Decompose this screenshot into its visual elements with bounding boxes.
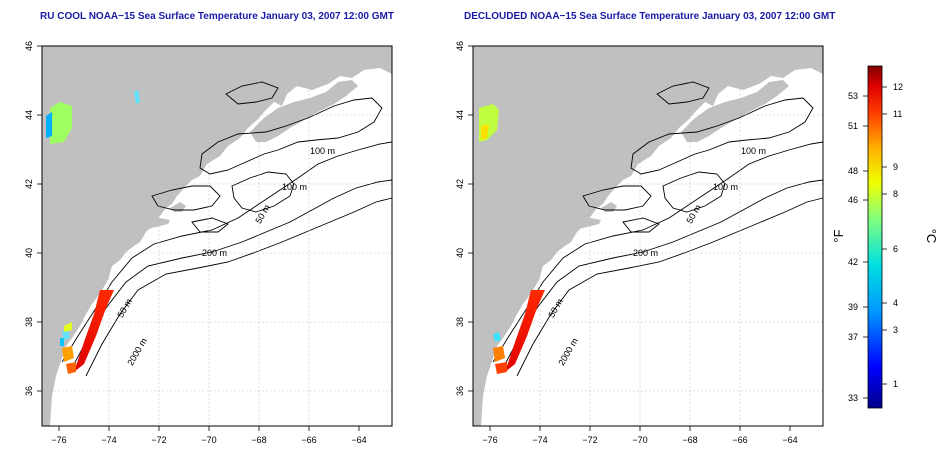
y-tick-label: 40 [455, 248, 465, 258]
y-tick-label: 42 [455, 179, 465, 189]
left-map-panel: 100 m 100 m 50 m 200 m 50 m 2000 m −76 −… [24, 41, 393, 445]
y-tick-label: 42 [24, 179, 34, 189]
celsius-tick: 3 [893, 325, 898, 335]
x-tick-label: −64 [351, 435, 366, 445]
x-tick-label: −66 [301, 435, 316, 445]
x-tick-label: −74 [532, 435, 547, 445]
y-tick-label: 38 [24, 317, 34, 327]
right-map-panel: 100 m 100 m 50 m 200 m 50 m 2000 m −76 −… [455, 41, 824, 445]
x-tick-label: −72 [151, 435, 166, 445]
x-tick-label: −68 [682, 435, 697, 445]
contour-label-100a: 100 m [741, 146, 766, 156]
fahrenheit-axis-label: °F [831, 229, 846, 242]
y-tick-label: 40 [24, 248, 34, 258]
x-tick-label: −70 [632, 435, 647, 445]
celsius-axis-label: °C [924, 229, 939, 244]
left-sst-swath [74, 290, 114, 372]
celsius-tick: 1 [893, 379, 898, 389]
fahrenheit-tick: 48 [848, 166, 858, 176]
y-tick-label: 38 [455, 317, 465, 327]
contour-label-200: 200 m [202, 248, 227, 258]
y-tick-label: 36 [455, 386, 465, 396]
y-tick-label: 46 [455, 41, 465, 51]
y-tick-label: 44 [24, 110, 34, 120]
fahrenheit-tick: 42 [848, 257, 858, 267]
contour-label-100a: 100 m [310, 146, 335, 156]
x-tick-label: −74 [101, 435, 116, 445]
temperature-colorbar: 53 51 48 46 42 39 37 33 12 11 9 8 6 4 3 … [831, 65, 939, 409]
fahrenheit-tick: 39 [848, 302, 858, 312]
celsius-tick: 4 [893, 298, 898, 308]
y-tick-label: 36 [24, 386, 34, 396]
x-tick-label: −76 [482, 435, 497, 445]
fahrenheit-tick: 51 [848, 121, 858, 131]
x-tick-label: −64 [782, 435, 797, 445]
x-tick-label: −66 [732, 435, 747, 445]
left-sst-patch-north [50, 102, 72, 144]
x-tick-label: −76 [51, 435, 66, 445]
celsius-tick: 8 [893, 189, 898, 199]
x-tick-label: −70 [201, 435, 216, 445]
contour-label-100b: 100 m [713, 182, 738, 192]
y-tick-label: 46 [24, 41, 34, 51]
right-sst-swath [505, 290, 545, 372]
y-tick-label: 44 [455, 110, 465, 120]
x-tick-label: −72 [582, 435, 597, 445]
fahrenheit-tick: 46 [848, 195, 858, 205]
celsius-tick: 9 [893, 162, 898, 172]
contour-label-100b: 100 m [282, 182, 307, 192]
fahrenheit-tick: 37 [848, 332, 858, 342]
right-map-title: DECLOUDED NOAA−15 Sea Surface Temperatur… [464, 11, 836, 22]
x-tick-label: −68 [251, 435, 266, 445]
celsius-tick: 12 [893, 82, 903, 92]
fahrenheit-tick: 53 [848, 91, 858, 101]
celsius-tick: 6 [893, 244, 898, 254]
contour-label-200: 200 m [633, 248, 658, 258]
fahrenheit-tick: 33 [848, 393, 858, 403]
celsius-tick: 11 [893, 109, 902, 119]
left-map-title: RU COOL NOAA−15 Sea Surface Temperature … [40, 11, 394, 22]
